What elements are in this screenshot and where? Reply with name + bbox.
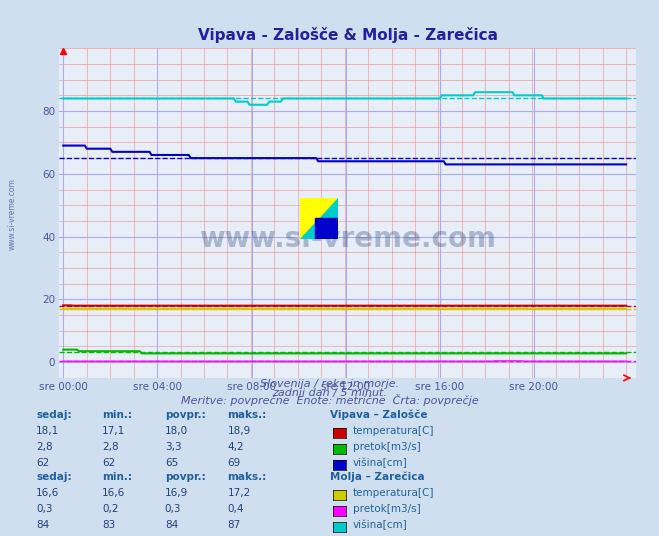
Text: 17,2: 17,2 bbox=[227, 488, 250, 498]
Text: 62: 62 bbox=[102, 458, 115, 468]
Text: povpr.:: povpr.: bbox=[165, 472, 206, 482]
Text: zadnji dan / 5 minut.: zadnji dan / 5 minut. bbox=[272, 388, 387, 398]
Text: 4,2: 4,2 bbox=[227, 442, 244, 452]
Text: pretok[m3/s]: pretok[m3/s] bbox=[353, 442, 420, 452]
Text: Meritve: povprečne  Enote: metrične  Črta: povprečje: Meritve: povprečne Enote: metrične Črta:… bbox=[181, 394, 478, 406]
Text: 2,8: 2,8 bbox=[36, 442, 53, 452]
Text: 16,9: 16,9 bbox=[165, 488, 188, 498]
Text: www.si-vreme.com: www.si-vreme.com bbox=[199, 226, 496, 254]
Text: 16,6: 16,6 bbox=[36, 488, 59, 498]
Text: 0,4: 0,4 bbox=[227, 504, 244, 514]
Polygon shape bbox=[315, 219, 338, 239]
Text: 0,2: 0,2 bbox=[102, 504, 119, 514]
Text: pretok[m3/s]: pretok[m3/s] bbox=[353, 504, 420, 514]
Text: 0,3: 0,3 bbox=[36, 504, 53, 514]
Text: Slovenija / reke in morje.: Slovenija / reke in morje. bbox=[260, 379, 399, 389]
Text: 3,3: 3,3 bbox=[165, 442, 181, 452]
Text: www.si-vreme.com: www.si-vreme.com bbox=[8, 178, 17, 250]
Text: 65: 65 bbox=[165, 458, 178, 468]
Text: min.:: min.: bbox=[102, 472, 132, 482]
Text: 69: 69 bbox=[227, 458, 241, 468]
Text: sedaj:: sedaj: bbox=[36, 472, 72, 482]
Text: 87: 87 bbox=[227, 520, 241, 530]
Text: 0,3: 0,3 bbox=[165, 504, 181, 514]
Text: 62: 62 bbox=[36, 458, 49, 468]
Text: višina[cm]: višina[cm] bbox=[353, 458, 407, 468]
Text: 17,1: 17,1 bbox=[102, 426, 125, 436]
Polygon shape bbox=[300, 198, 338, 239]
Text: višina[cm]: višina[cm] bbox=[353, 519, 407, 530]
Text: 18,1: 18,1 bbox=[36, 426, 59, 436]
Text: povpr.:: povpr.: bbox=[165, 410, 206, 420]
Text: 84: 84 bbox=[36, 520, 49, 530]
Text: 2,8: 2,8 bbox=[102, 442, 119, 452]
Text: maks.:: maks.: bbox=[227, 410, 267, 420]
Text: min.:: min.: bbox=[102, 410, 132, 420]
Text: sedaj:: sedaj: bbox=[36, 410, 72, 420]
Text: maks.:: maks.: bbox=[227, 472, 267, 482]
Text: 84: 84 bbox=[165, 520, 178, 530]
Text: 18,9: 18,9 bbox=[227, 426, 250, 436]
Polygon shape bbox=[300, 198, 338, 239]
Text: Molja – Zarečica: Molja – Zarečica bbox=[330, 471, 424, 482]
Title: Vipava - Zalošče & Molja - Zarečica: Vipava - Zalošče & Molja - Zarečica bbox=[198, 27, 498, 43]
Text: 18,0: 18,0 bbox=[165, 426, 188, 436]
Text: Vipava – Zalošče: Vipava – Zalošče bbox=[330, 410, 427, 420]
Text: temperatura[C]: temperatura[C] bbox=[353, 488, 434, 498]
Text: temperatura[C]: temperatura[C] bbox=[353, 426, 434, 436]
Text: 16,6: 16,6 bbox=[102, 488, 125, 498]
Text: 83: 83 bbox=[102, 520, 115, 530]
